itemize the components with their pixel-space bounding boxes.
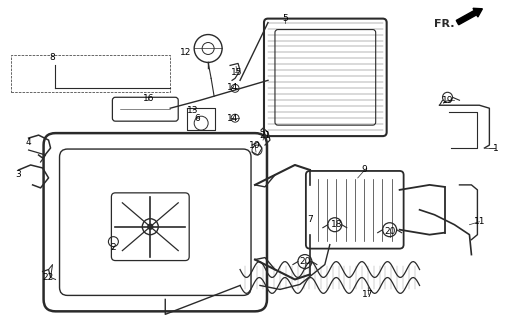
Text: 3: 3	[16, 171, 21, 180]
Text: 22: 22	[42, 273, 53, 282]
Text: 1: 1	[492, 144, 498, 153]
Text: 2: 2	[110, 243, 116, 252]
Circle shape	[148, 224, 153, 229]
Text: 12: 12	[180, 48, 191, 57]
Text: 15: 15	[231, 68, 243, 77]
Text: 14: 14	[227, 83, 239, 92]
FancyArrow shape	[456, 8, 482, 25]
Text: 21: 21	[259, 131, 271, 140]
Text: 18: 18	[331, 220, 342, 229]
Text: 8: 8	[49, 53, 55, 62]
Text: 20: 20	[384, 227, 395, 236]
Text: 14: 14	[227, 114, 239, 123]
Text: 9: 9	[362, 165, 368, 174]
Text: 20: 20	[299, 257, 311, 266]
Text: FR.: FR.	[434, 19, 454, 28]
Text: 16: 16	[143, 94, 154, 103]
Text: 5: 5	[282, 14, 288, 23]
Text: 19: 19	[442, 96, 453, 105]
Text: 7: 7	[307, 215, 313, 224]
Text: 10: 10	[249, 140, 261, 149]
Text: 17: 17	[362, 290, 374, 299]
Text: 6: 6	[194, 114, 200, 123]
Text: 13: 13	[188, 106, 199, 115]
Text: 11: 11	[474, 217, 485, 226]
Text: 4: 4	[26, 138, 31, 147]
